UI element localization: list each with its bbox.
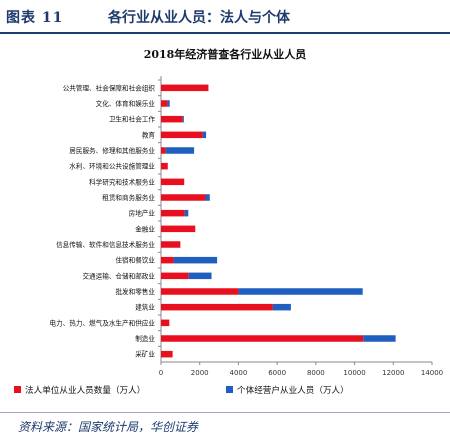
category-label: 信息传输、软件和信息技术服务业 — [56, 240, 155, 249]
bar-corporate — [161, 147, 166, 154]
bar-individual — [173, 256, 218, 264]
category-label: 租赁和商务服务业 — [102, 193, 155, 202]
category-label: 住宿和餐饮业 — [115, 256, 155, 265]
x-tick-label: 14000 — [421, 369, 443, 377]
figure-header: 图表 11 各行业从业人员：法人与个体 — [0, 0, 450, 34]
chart-title: 2018年经济普查各行业从业人员 — [144, 47, 307, 61]
bar-corporate — [161, 209, 185, 217]
category-label: 批发和零售业 — [115, 287, 155, 296]
bar-corporate — [161, 225, 196, 233]
category-label: 制造业 — [135, 334, 155, 343]
bar-individual — [182, 115, 184, 123]
legend-item-individual: 个体经营户从业人员（万人） — [226, 384, 349, 396]
category-label: 教育 — [142, 130, 156, 139]
bar-corporate — [161, 115, 183, 123]
footer-divider — [0, 412, 450, 413]
bar-corporate — [161, 241, 181, 248]
bar-individual — [238, 288, 363, 295]
x-tick-label: 6000 — [268, 369, 286, 377]
category-label: 金融业 — [135, 224, 155, 233]
category-label: 建筑业 — [135, 303, 155, 312]
legend-label: 法人单位从业人员数量（万人） — [25, 384, 145, 396]
bar-individual — [202, 131, 207, 139]
bar-corporate — [161, 288, 239, 295]
bar-corporate — [161, 162, 168, 170]
category-label: 居民服务、修理和其他服务业 — [69, 146, 155, 155]
figure-number: 图表 11 — [6, 10, 64, 26]
bar-corporate — [161, 84, 209, 92]
bar-corporate — [161, 131, 203, 139]
category-label: 卫生和社会工作 — [109, 115, 156, 124]
x-tick-label: 4000 — [230, 369, 248, 377]
category-label: 公共管理、社会保障和社会组织 — [63, 83, 156, 92]
bar-individual — [184, 209, 189, 217]
bar-corporate — [161, 335, 364, 342]
plot-area: 0 2000 4000 6000 8000 10000 12000 14000 公共管理、社会保… — [50, 76, 443, 377]
bar-corporate — [161, 100, 168, 107]
bar-individual — [188, 272, 212, 280]
bar-corporate — [161, 178, 185, 186]
category-label: 科学研究和技术服务业 — [89, 177, 155, 186]
x-tick-label: 0 — [159, 369, 163, 377]
x-tick-label: 8000 — [307, 369, 325, 377]
bar-corporate — [161, 319, 170, 327]
category-label: 交通运输、仓储和邮政业 — [82, 271, 155, 280]
bar-corporate — [161, 350, 173, 358]
stacked-bar-chart: 2018年经济普查各行业从业人员 0 2000 4000 6000 8000 10000 1… — [14, 47, 443, 396]
category-label: 水利、环境和公共设施管理业 — [69, 162, 155, 171]
bar-individual — [272, 303, 291, 311]
x-tick-label: 2000 — [191, 369, 209, 377]
bar-corporate — [161, 256, 174, 264]
legend: 法人单位从业人员数量（万人） 个体经营户从业人员（万人） — [14, 384, 349, 396]
legend-item-corporate: 法人单位从业人员数量（万人） — [14, 384, 145, 396]
category-label: 采矿业 — [135, 350, 155, 359]
x-tick-label: 12000 — [382, 369, 404, 377]
source-note: 资料来源：国家统计局，华创证券 — [18, 420, 199, 434]
x-tick-label: 10000 — [343, 369, 365, 377]
category-label: 文化、体育和娱乐业 — [96, 99, 156, 108]
bar-corporate — [161, 194, 206, 201]
legend-swatch — [226, 386, 233, 393]
legend-label: 个体经营户从业人员（万人） — [237, 384, 349, 396]
legend-swatch — [14, 386, 21, 393]
bar-corporate — [161, 272, 189, 280]
category-label: 电力、热力、燃气及水生产和供应业 — [50, 318, 156, 327]
bar-individual — [167, 100, 170, 107]
category-label: 房地产业 — [129, 209, 156, 218]
bar-individual — [363, 335, 396, 342]
bar-individual — [165, 147, 195, 154]
bar-corporate — [161, 303, 273, 311]
figure-title: 各行业从业人员：法人与个体 — [108, 10, 290, 26]
bar-individual — [205, 194, 210, 201]
